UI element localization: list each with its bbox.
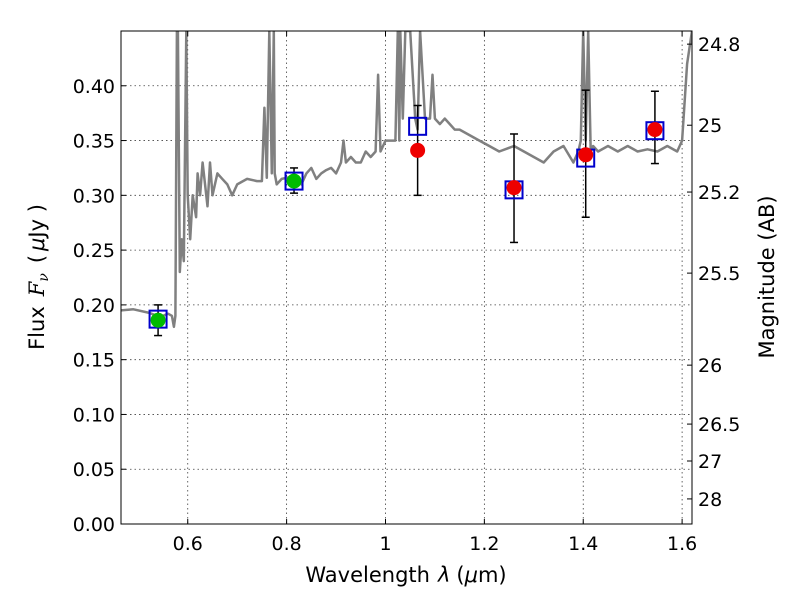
y2-tick-label: 27	[698, 451, 722, 473]
y-tick-label: 0.20	[73, 295, 115, 317]
x-tick-label: 0.8	[272, 533, 302, 555]
plot-area	[121, 31, 692, 337]
plot-background	[121, 31, 692, 524]
measured-marker	[150, 312, 166, 328]
axis-ticks	[121, 31, 692, 525]
x-tick-label: 1.6	[667, 533, 697, 555]
y2-axis-label: Magnitude (AB)	[755, 195, 779, 358]
x-tick-label: 0.6	[173, 533, 203, 555]
y-tick-label: 0.40	[73, 76, 115, 98]
y-tick-label: 0.25	[73, 240, 115, 262]
tick-labels: 0.6 0.8 1 1.2 1.4 1.6 0.00 0.05 0.10 0.15 0.20 0.25…	[73, 34, 741, 555]
measured-marker	[286, 173, 302, 189]
y2-tick-label: 28	[698, 489, 722, 511]
y-axis-label: FluxFν(μJy )	[25, 204, 52, 350]
x-axis-label: Wavelength λ (μm)	[305, 563, 506, 587]
x-tick-label: 1	[379, 533, 391, 555]
y-tick-label: 0.00	[73, 514, 115, 536]
y2-tick-label: 26.5	[698, 414, 740, 436]
y2-tick-label: 25	[698, 115, 722, 137]
y-tick-label: 0.05	[73, 459, 115, 481]
x-tick-label: 1.4	[568, 533, 598, 555]
y2-tick-label: 25.5	[698, 263, 740, 285]
y-tick-label: 0.10	[73, 404, 115, 426]
y-tick-label: 0.35	[73, 131, 115, 153]
y2-tick-label: 24.8	[698, 34, 740, 56]
y2-tick-label: 26	[698, 355, 722, 377]
y2-tick-label: 25.2	[698, 182, 740, 204]
y-tick-label: 0.15	[73, 350, 115, 372]
model-spectrum-line	[121, 31, 692, 329]
x-tick-label: 1.2	[469, 533, 499, 555]
synthetic-marker	[408, 116, 428, 136]
measured-marker	[647, 122, 663, 138]
y-tick-label: 0.30	[73, 185, 115, 207]
plot-frame	[120, 30, 693, 525]
synthetic-marker	[284, 171, 304, 191]
measured-marker	[578, 147, 594, 163]
measured-marker	[410, 142, 426, 158]
measured-marker	[506, 180, 522, 196]
